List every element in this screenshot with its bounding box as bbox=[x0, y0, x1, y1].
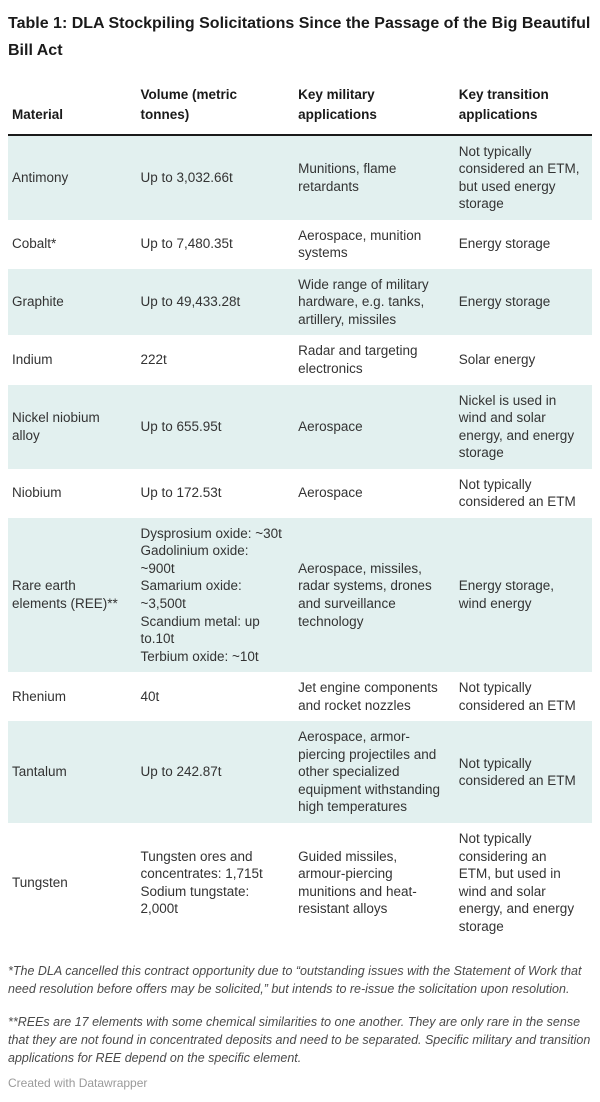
material-cell: Rhenium bbox=[12, 688, 67, 704]
military-applications-cell: Aerospace, missiles, radar systems, dron… bbox=[298, 560, 432, 629]
military-applications-cell: Aerospace bbox=[298, 485, 363, 501]
material-cell: Nickel niobium alloy bbox=[12, 410, 100, 443]
table-row: Antimony Up to 3,032.66t Munitions, flam… bbox=[8, 134, 592, 220]
transition-applications-cell: Not typically considered an ETM bbox=[458, 755, 576, 789]
column-header-volume: Volume (metric tonnes) bbox=[140, 87, 237, 122]
material-cell: Antimony bbox=[12, 169, 69, 185]
column-header-material: Material bbox=[12, 106, 64, 122]
volume-cell: Up to 7,480.35t bbox=[140, 236, 233, 252]
material-cell: Cobalt* bbox=[12, 236, 57, 252]
table-row: Cobalt* Up to 7,480.35t Aerospace, munit… bbox=[8, 220, 592, 269]
transition-applications-cell: Energy storage, wind energy bbox=[458, 578, 555, 611]
transition-applications-cell: Energy storage bbox=[458, 294, 551, 310]
column-header-military-applications: Key military applications bbox=[298, 87, 377, 122]
military-applications-cell: Radar and targeting electronics bbox=[298, 343, 418, 376]
table-row: Niobium Up to 172.53t Aerospace Not typi… bbox=[8, 469, 592, 518]
volume-cell: Dysprosium oxide: ~30t Gadolinium oxide:… bbox=[140, 525, 282, 664]
table-row: Tungsten Tungsten ores and concentrates:… bbox=[8, 823, 592, 942]
volume-cell: Up to 242.87t bbox=[140, 764, 222, 780]
transition-applications-cell: Not typically considered an ETM bbox=[458, 476, 576, 510]
volume-cell: 40t bbox=[140, 688, 160, 704]
footnote-contract-cancelled: *The DLA cancelled this contract opportu… bbox=[8, 964, 582, 997]
footnote-ree-definition: **REEs are 17 elements with some chemica… bbox=[8, 1014, 591, 1065]
volume-cell: 222t bbox=[140, 352, 167, 368]
volume-cell: Up to 3,032.66t bbox=[140, 169, 233, 185]
military-applications-cell: Aerospace bbox=[298, 418, 363, 434]
table-row: Tantalum Up to 242.87t Aerospace, armor-… bbox=[8, 721, 592, 823]
material-cell: Niobium bbox=[12, 485, 62, 501]
military-applications-cell: Aerospace, munition systems bbox=[298, 227, 422, 261]
table-row: Indium 222t Radar and targeting electron… bbox=[8, 335, 592, 384]
volume-cell: Tungsten ores and concentrates: 1,715t S… bbox=[140, 848, 263, 917]
datawrapper-credit: Created with Datawrapper bbox=[8, 1075, 148, 1090]
transition-applications-cell: Nickel is used in wind and solar energy,… bbox=[458, 392, 575, 461]
table-row: Rhenium 40t Jet engine components and ro… bbox=[8, 672, 592, 721]
military-applications-cell: Guided missiles, armour-piercing munitio… bbox=[298, 848, 417, 917]
table-row: Rare earth elements (REE)** Dysprosium o… bbox=[8, 517, 592, 673]
transition-applications-cell: Not typically considered an ETM, but use… bbox=[458, 143, 580, 212]
volume-cell: Up to 655.95t bbox=[140, 418, 222, 434]
military-applications-cell: Wide range of military hardware, e.g. ta… bbox=[298, 276, 429, 327]
military-applications-cell: Munitions, flame retardants bbox=[298, 161, 397, 194]
material-cell: Indium bbox=[12, 352, 53, 368]
volume-cell: Up to 172.53t bbox=[140, 485, 222, 501]
header-row: Material Volume (metric tonnes) Key mili… bbox=[8, 79, 592, 135]
table-row: Graphite Up to 49,433.28t Wide range of … bbox=[8, 268, 592, 336]
material-cell: Tantalum bbox=[12, 764, 67, 780]
material-cell: Rare earth elements (REE)** bbox=[12, 578, 118, 611]
table-title: Table 1: DLA Stockpiling Solicitations S… bbox=[8, 15, 591, 60]
volume-cell: Up to 49,433.28t bbox=[140, 294, 241, 310]
military-applications-cell: Jet engine components and rocket nozzles bbox=[298, 680, 438, 713]
material-cell: Tungsten bbox=[12, 874, 68, 890]
table-row: Nickel niobium alloy Up to 655.95t Aeros… bbox=[8, 384, 592, 469]
table-body: Antimony Up to 3,032.66t Munitions, flam… bbox=[8, 134, 592, 943]
transition-applications-cell: Solar energy bbox=[458, 352, 536, 368]
transition-applications-cell: Energy storage bbox=[458, 236, 551, 252]
military-applications-cell: Aerospace, armor-piercing projectiles an… bbox=[298, 729, 440, 815]
transition-applications-cell: Not typically considered an ETM bbox=[458, 680, 576, 713]
material-cell: Graphite bbox=[12, 294, 64, 310]
column-header-transition-applications: Key transition applications bbox=[458, 87, 549, 122]
stockpile-table: Material Volume (metric tonnes) Key mili… bbox=[8, 79, 592, 942]
transition-applications-cell: Not typically considering an ETM, but us… bbox=[458, 831, 575, 934]
